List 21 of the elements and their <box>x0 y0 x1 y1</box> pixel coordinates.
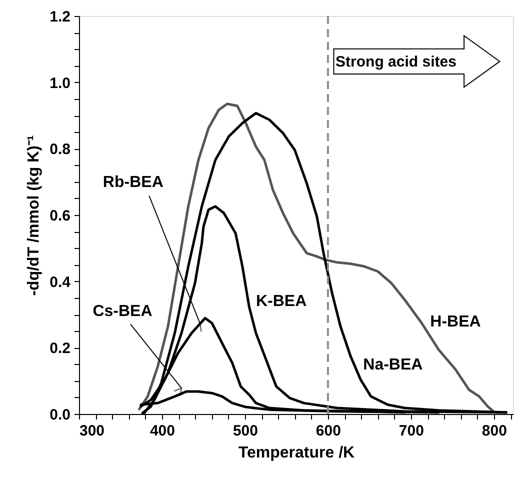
y-tick-label: 0.0 <box>50 406 70 424</box>
y-axis-title: -dq/dT /mmol (kg K)⁻¹ <box>26 135 43 296</box>
y-tick-label: 0.4 <box>50 274 72 291</box>
y-tick-label: 0.6 <box>50 208 70 224</box>
y-tick-label: 1.2 <box>50 8 70 26</box>
annotation: Strong acid sites <box>336 53 456 70</box>
annotation: H-BEA <box>430 313 482 330</box>
annotation: Cs-BEA <box>92 303 153 320</box>
annotation: Na-BEA <box>363 356 424 374</box>
x-tick-label: 400 <box>150 422 175 440</box>
x-tick-label: 800 <box>482 422 507 440</box>
y-tick-label: 0.8 <box>50 141 70 158</box>
x-axis-title: Temperature /K <box>238 444 356 462</box>
annotation: Rb-BEA <box>102 174 164 191</box>
y-tick-label: 1.0 <box>50 74 70 92</box>
y-tick-label: 0.2 <box>50 340 70 358</box>
x-tick-label: 500 <box>232 422 258 440</box>
x-tick-label: 300 <box>80 422 105 440</box>
annotation: K-BEA <box>256 293 308 310</box>
x-tick-label: 700 <box>398 422 424 440</box>
x-tick-label: 600 <box>316 422 341 440</box>
